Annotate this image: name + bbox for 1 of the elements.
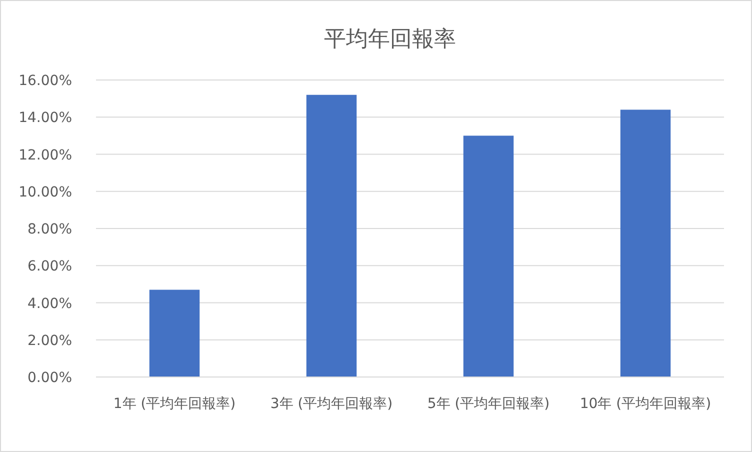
title: 平均年回報率: [324, 27, 456, 52]
